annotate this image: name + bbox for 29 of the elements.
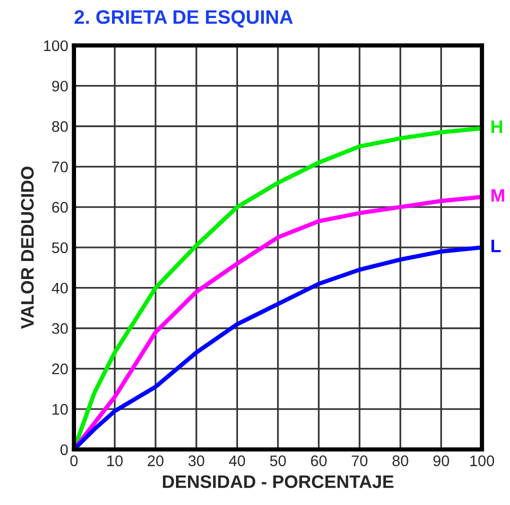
series-label: L (491, 240, 501, 252)
y-tick-label: 0 (60, 444, 68, 456)
x-tick-label: 30 (188, 455, 204, 466)
y-tick-label: 20 (52, 364, 68, 374)
series-label: M (491, 189, 504, 202)
x-tick-label: 90 (433, 455, 450, 466)
y-tick-label: 100 (44, 40, 68, 52)
y-axis-title: VALOR DEDUCIDO (20, 166, 34, 329)
x-tick-label: 100 (470, 455, 494, 466)
x-tick-label: 50 (270, 455, 286, 466)
y-tick-label: 40 (52, 282, 68, 294)
x-tick-label: 70 (352, 455, 368, 466)
y-tick-label: 60 (52, 202, 68, 213)
y-tick-label: 30 (52, 323, 68, 334)
line-series (74, 245, 482, 450)
series-label: H (491, 120, 502, 133)
x-tick-label: 40 (229, 455, 246, 466)
y-tick-label: 10 (52, 404, 68, 415)
y-tick-label: 80 (52, 121, 68, 132)
x-tick-label: 0 (70, 455, 78, 466)
y-tick-label: 50 (52, 242, 68, 254)
chart-title: 2. GRIETA DE ESQUINA (74, 10, 293, 28)
y-tick-label: 70 (52, 162, 68, 172)
x-tick-label: 20 (148, 455, 164, 466)
y-tick-label: 90 (52, 80, 68, 92)
x-tick-label: 60 (311, 455, 327, 466)
x-tick-label: 80 (392, 455, 408, 466)
x-tick-label: 10 (107, 455, 123, 466)
x-axis-title: DENSIDAD - PORCENTAJE (162, 475, 394, 488)
